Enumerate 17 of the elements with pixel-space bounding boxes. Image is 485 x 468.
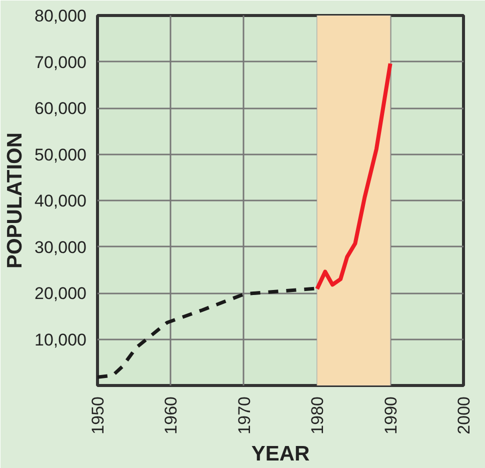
y-axis-title: POPULATION <box>4 132 27 269</box>
x-axis-title: YEAR <box>251 442 310 466</box>
y-tick-label: 40,000 <box>34 192 87 210</box>
y-tick-label: 30,000 <box>34 238 87 257</box>
x-tick-label: 1960 <box>162 396 181 434</box>
y-tick-label: 10,000 <box>34 330 87 350</box>
y-tick-label: 50,000 <box>34 145 87 164</box>
x-tick-label: 2000 <box>454 396 474 434</box>
line-series <box>315 62 392 291</box>
y-tick-label: 20,000 <box>34 284 87 303</box>
y-tick-label: 80,000 <box>34 6 87 26</box>
y-tick-label: 60,000 <box>34 99 87 118</box>
x-tick-label: 1970 <box>234 396 254 434</box>
x-tick-label: 1950 <box>88 396 108 434</box>
x-tick-label: 1980 <box>308 396 328 434</box>
y-tick-label: 70,000 <box>34 52 87 72</box>
x-tick-label: 1990 <box>381 396 400 434</box>
